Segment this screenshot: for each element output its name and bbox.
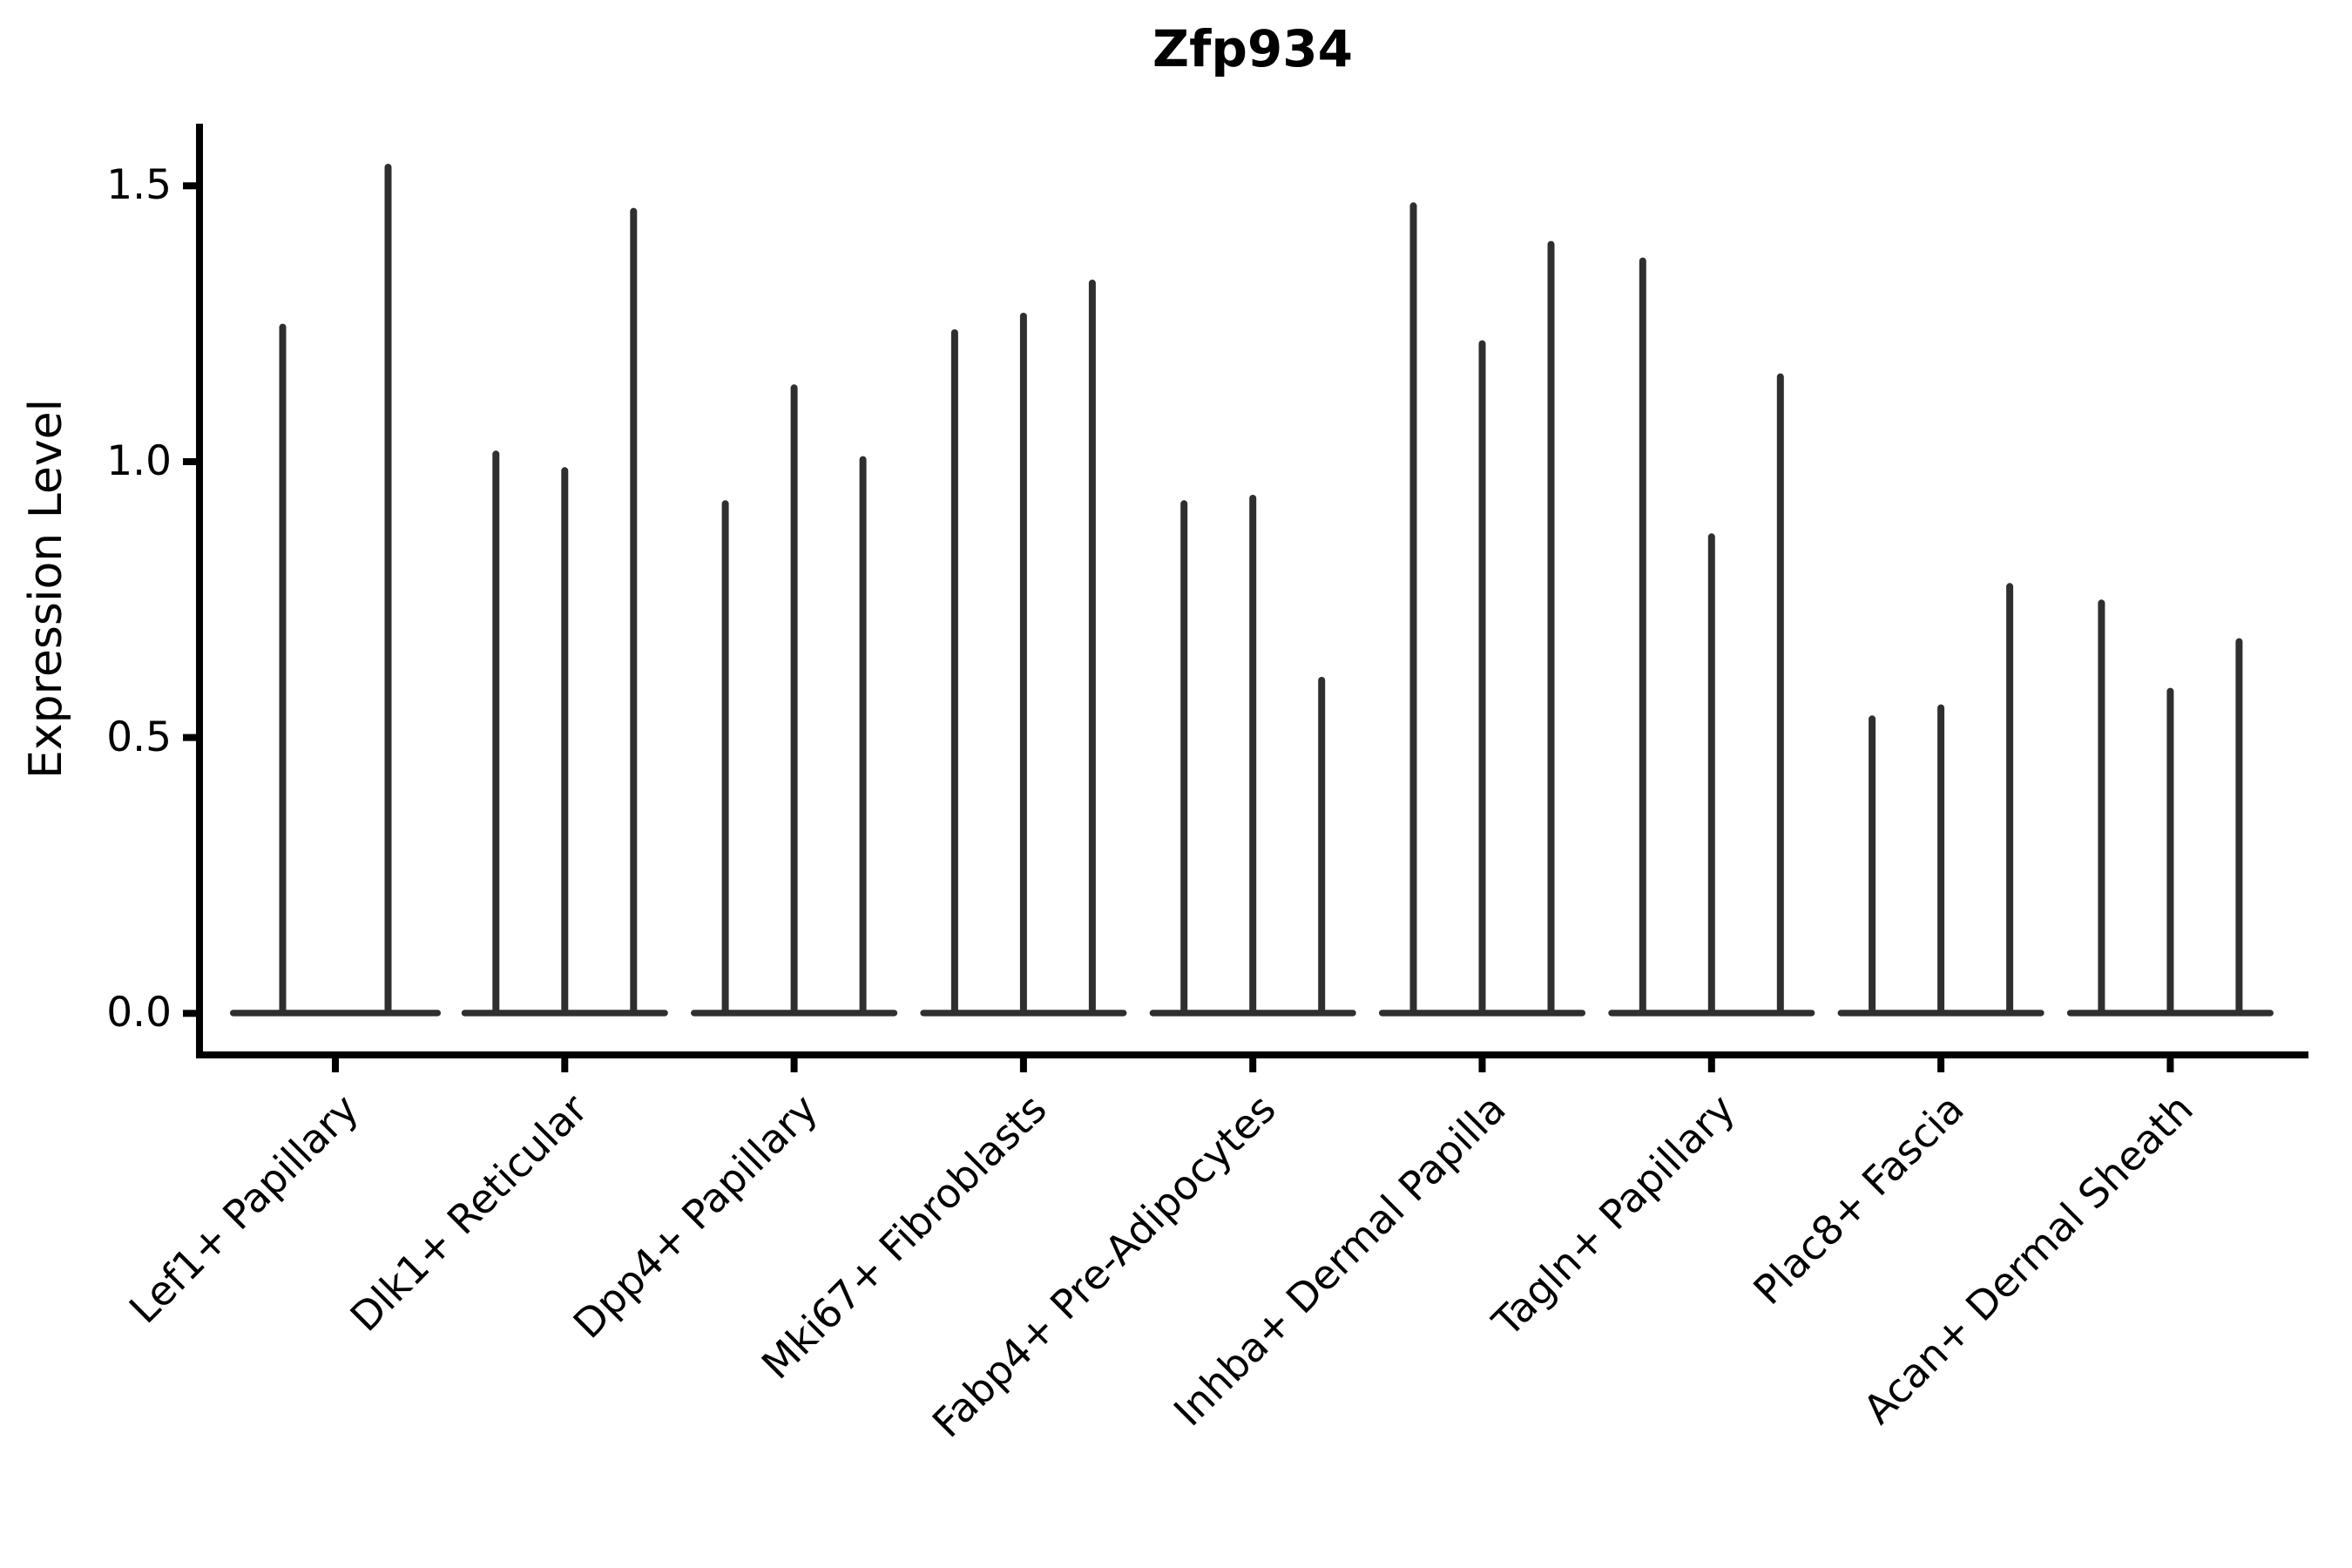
x-tick-mark [332,1058,339,1072]
violin-spike [279,323,287,1016]
violin-spike [384,163,392,1016]
x-tick-mark [1019,1058,1027,1072]
violin-spike [790,384,798,1016]
violin-spike [630,207,638,1017]
violin-spike [950,328,958,1016]
x-axis-spine [196,1051,2308,1058]
violin-spike [1249,494,1257,1016]
violin-spike [1180,500,1188,1016]
violin-spike [1707,533,1715,1016]
violin-spike [1019,312,1027,1016]
violin-spike [859,456,867,1016]
violin-spike [1547,240,1555,1016]
chart-title: Zfp934 [1152,19,1353,78]
violin-spike [561,467,569,1016]
y-tick-mark [183,182,196,190]
violin-base [230,1010,441,1017]
violin-spike [1318,676,1326,1016]
x-tick-mark [790,1058,798,1072]
y-tick-label: 0.0 [106,989,172,1037]
x-tick-mark [1478,1058,1486,1072]
violin-spike [1937,704,1945,1016]
violin-spike [2235,638,2243,1016]
violin-spike [2166,687,2174,1016]
violin-spike [1088,279,1096,1017]
y-tick-label: 0.5 [106,713,172,761]
violin-spike [1639,257,1646,1016]
x-tick-mark [2166,1058,2174,1072]
x-tick-mark [1937,1058,1945,1072]
violin-spike [721,500,729,1016]
x-tick-mark [561,1058,569,1072]
y-tick-mark [183,457,196,465]
y-tick-label: 1.0 [106,436,172,485]
violin-spike [492,450,500,1016]
violin-spike [1869,715,1876,1016]
violin-spike [2006,583,2014,1016]
x-tick-mark [1707,1058,1715,1072]
x-tick-mark [1249,1058,1257,1072]
violin-spike [1409,202,1417,1016]
axes-layer [183,124,2308,1072]
y-tick-mark [183,733,196,741]
violin-spike [2098,599,2105,1016]
y-tick-label: 1.5 [106,161,172,210]
y-axis-spine [196,124,203,1058]
y-tick-mark [183,1010,196,1017]
violin-spike [1776,373,1784,1016]
violins-layer [230,163,2274,1017]
violin-spike [1478,340,1486,1016]
